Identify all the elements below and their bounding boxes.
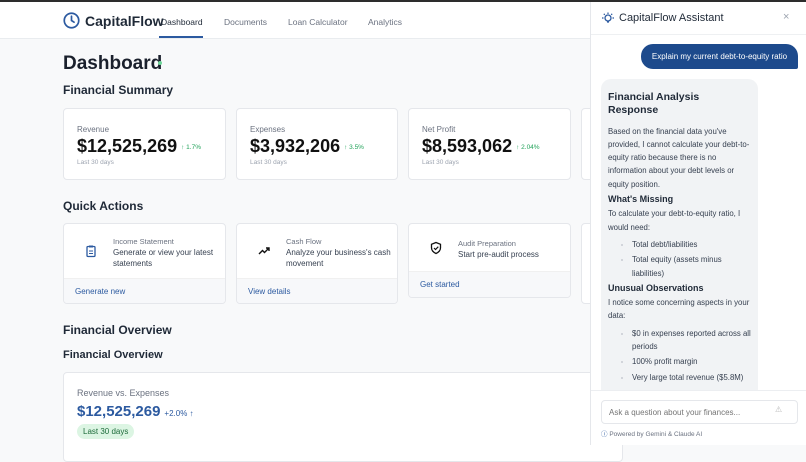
- list-item: Total equity (assets minus liabilities): [621, 253, 751, 280]
- list-item: Total debt/liabilities: [621, 238, 751, 251]
- page-title: Dashboard: [63, 53, 163, 74]
- list-item: Very large total revenue ($5.8M): [621, 371, 751, 384]
- missing-intro: To calculate your debt-to-equity ratio, …: [608, 209, 741, 232]
- card-value: $3,932,206: [250, 136, 341, 156]
- missing-heading: What's Missing: [608, 194, 674, 205]
- summary-card-revenue: Revenue $12,525,269 ↑ 1.7% Last 30 days: [63, 108, 226, 180]
- status-dot: [158, 61, 162, 65]
- tab-dashboard[interactable]: Dashboard: [161, 17, 203, 27]
- overview-change: +2.0% ↑: [164, 409, 194, 418]
- quick-action-audit-preparation[interactable]: Audit Preparation Start pre-audit proces…: [408, 223, 571, 298]
- summary-card-net-profit: Net Profit $8,593,062 ↑ 2.04% Last 30 day…: [408, 108, 571, 180]
- info-icon: ⓘ: [601, 431, 608, 438]
- warning-icon: ⚠: [775, 405, 783, 414]
- financial-overview-subheading: Financial Overview: [63, 349, 163, 361]
- card-period: Last 30 days: [250, 159, 287, 166]
- unusual-intro: I notice some concerning aspects in your…: [608, 298, 750, 321]
- view-details-link[interactable]: View details: [237, 278, 397, 303]
- lightbulb-icon: [602, 12, 614, 23]
- card-change: ↑ 2.04%: [516, 143, 540, 151]
- get-started-link[interactable]: Get started: [409, 271, 570, 297]
- top-nav: CapitalFlow Dashboard Documents Loan Cal…: [0, 2, 590, 39]
- powered-by: ⓘ Powered by Gemini & Claude AI: [601, 428, 702, 438]
- action-title: Income Statement: [113, 237, 174, 246]
- summary-card-expenses: Expenses $3,932,206 ↑ 3.5% Last 30 days: [236, 108, 398, 180]
- period-badge: Last 30 days: [77, 424, 135, 439]
- response-intro: Based on the financial data you've provi…: [608, 126, 750, 189]
- list-item: $0 in expenses reported across all perio…: [621, 327, 751, 354]
- quick-action-cash-flow[interactable]: Cash Flow Analyze your business's cash m…: [236, 223, 398, 304]
- response-heading: Financial Analysis Response: [608, 91, 700, 117]
- action-title: Audit Preparation: [458, 239, 516, 248]
- unusual-list: $0 in expenses reported across all perio…: [608, 327, 751, 384]
- action-description: Analyze your business's cash movement: [286, 248, 391, 268]
- user-message: Explain my current debt-to-equity ratio: [641, 44, 798, 69]
- clipboard-icon: [86, 245, 96, 258]
- chat-input-area: ⚠ ⓘ Powered by Gemini & Claude AI: [591, 390, 806, 445]
- brand-name: CapitalFlow: [85, 13, 164, 29]
- financial-summary-heading: Financial Summary: [63, 83, 174, 97]
- quick-actions-heading: Quick Actions: [63, 199, 144, 213]
- action-title: Cash Flow: [286, 237, 322, 246]
- action-description: Generate or view your latest statements: [113, 248, 214, 268]
- shield-check-icon: [430, 241, 442, 255]
- overview-label: Revenue vs. Expenses: [77, 388, 170, 398]
- list-item: 100% profit margin: [621, 355, 751, 368]
- card-label: Net Profit: [422, 125, 456, 134]
- card-period: Last 30 days: [77, 159, 114, 166]
- card-label: Expenses: [250, 125, 286, 134]
- chat-input[interactable]: [601, 400, 798, 424]
- assistant-response: Financial Analysis Response Based on the…: [601, 79, 758, 399]
- card-value: $8,593,062: [422, 136, 513, 156]
- tab-documents[interactable]: Documents: [224, 17, 267, 27]
- trending-up-icon: [258, 247, 270, 255]
- revenue-vs-expenses-card: Revenue vs. Expenses $12,525,269 +2.0% ↑ …: [63, 372, 623, 462]
- missing-list: Total debt/liabilities Total equity (ass…: [608, 238, 751, 280]
- card-change: ↑ 1.7%: [181, 143, 201, 151]
- card-change: ↑ 3.5%: [344, 143, 364, 151]
- clock-logo-icon: [63, 12, 80, 29]
- tab-analytics[interactable]: Analytics: [368, 17, 403, 27]
- active-tab-indicator: [159, 36, 203, 38]
- overview-value: $12,525,269: [77, 403, 161, 420]
- unusual-heading: Unusual Observations: [608, 282, 704, 293]
- financial-overview-heading: Financial Overview: [63, 323, 172, 337]
- generate-new-link[interactable]: Generate new: [64, 278, 225, 303]
- tab-loan-calculator[interactable]: Loan Calculator: [288, 17, 348, 27]
- powered-by-text: Powered by Gemini & Claude AI: [609, 431, 703, 438]
- assistant-title: CapitalFlow Assistant: [619, 12, 724, 24]
- assistant-panel: CapitalFlow Assistant × Explain my curre…: [590, 2, 806, 445]
- action-description: Start pre-audit process: [458, 250, 539, 259]
- card-value: $12,525,269: [77, 136, 178, 156]
- quick-action-income-statement[interactable]: Income Statement Generate or view your l…: [63, 223, 226, 304]
- card-label: Revenue: [77, 125, 110, 134]
- close-icon[interactable]: ×: [783, 11, 790, 23]
- card-period: Last 30 days: [422, 159, 459, 166]
